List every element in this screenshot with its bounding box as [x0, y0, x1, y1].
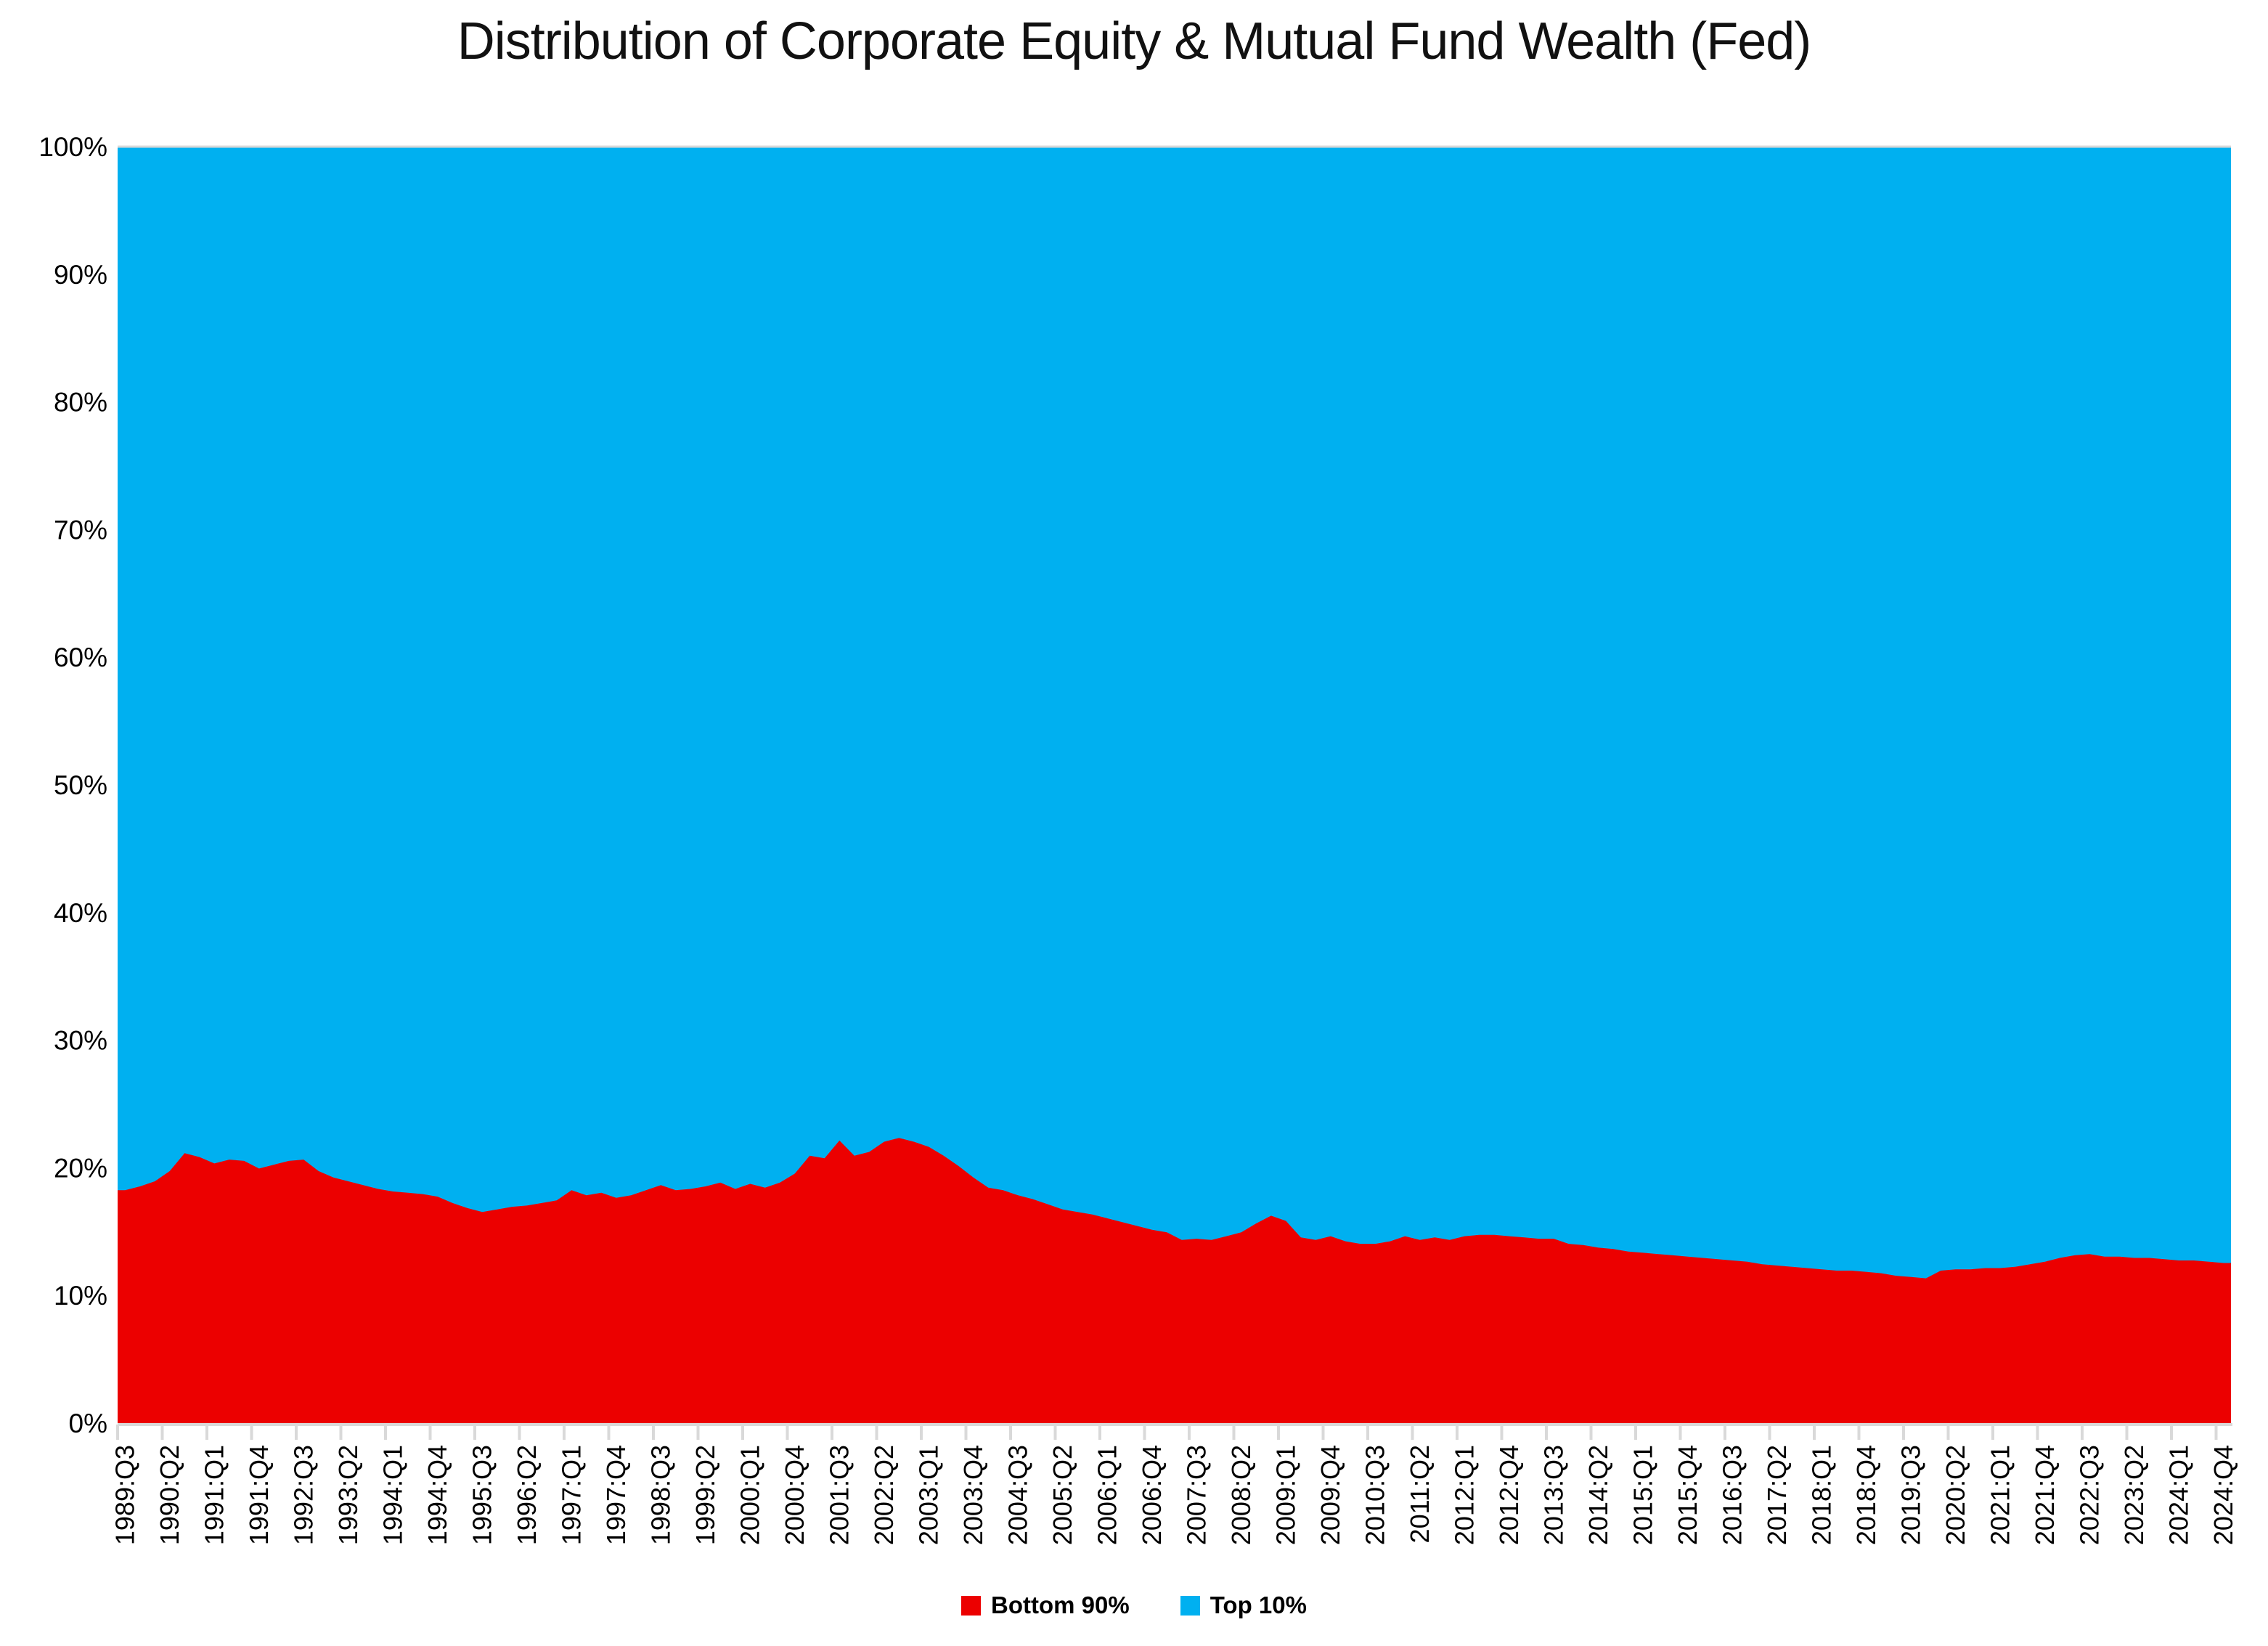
x-tick-label: 2015:Q4 [1673, 1445, 1702, 1545]
x-tick-label: 2004:Q3 [1003, 1445, 1032, 1545]
x-tick-label: 2012:Q4 [1494, 1445, 1524, 1545]
x-tick-label: 2003:Q1 [913, 1445, 943, 1545]
x-tick-label: 2022:Q3 [2074, 1445, 2104, 1545]
y-tick-label: 40% [54, 898, 107, 928]
x-tick-label: 2006:Q4 [1137, 1445, 1167, 1545]
y-tick-label: 60% [54, 643, 107, 672]
x-tick-label: 1997:Q4 [601, 1445, 631, 1545]
legend-item-top10: Top 10% [1180, 1592, 1307, 1619]
x-tick-label: 1993:Q2 [333, 1445, 363, 1545]
x-tick-label: 2012:Q1 [1449, 1445, 1479, 1545]
x-tick-label: 2011:Q2 [1405, 1445, 1435, 1543]
x-tick-label: 2014:Q2 [1583, 1445, 1613, 1545]
x-tick-label: 1994:Q4 [423, 1445, 452, 1545]
y-tick-label: 90% [54, 260, 107, 290]
x-tick-label: 2000:Q4 [780, 1445, 809, 1545]
x-tick-label: 2008:Q2 [1226, 1445, 1256, 1545]
x-tick-label: 2002:Q2 [869, 1445, 899, 1545]
y-tick-label: 30% [54, 1026, 107, 1056]
chart-title: Distribution of Corporate Equity & Mutua… [457, 12, 1812, 70]
chart-legend: Bottom 90% Top 10% [0, 1592, 2268, 1619]
y-tick-label: 100% [38, 132, 107, 162]
x-tick-label: 2019:Q3 [1896, 1445, 1925, 1545]
x-tick-label: 1991:Q1 [199, 1445, 229, 1545]
x-tick-label: 2024:Q1 [2163, 1445, 2193, 1545]
x-tick-label: 2018:Q4 [1851, 1445, 1881, 1545]
x-tick-label: 2024:Q4 [2208, 1445, 2238, 1545]
x-tick-label: 1998:Q3 [645, 1445, 675, 1545]
x-tick-label: 2005:Q2 [1048, 1445, 1077, 1545]
y-tick-label: 10% [54, 1281, 107, 1311]
x-tick-label: 2021:Q1 [1985, 1445, 2015, 1545]
legend-swatch-top10-icon [1180, 1595, 1200, 1616]
x-tick-label: 1995:Q3 [467, 1445, 497, 1545]
x-tick-label: 1991:Q4 [244, 1445, 274, 1545]
x-tick-label: 1989:Q3 [110, 1445, 139, 1545]
x-tick-label: 2017:Q2 [1762, 1445, 1792, 1545]
x-tick-label: 2009:Q1 [1270, 1445, 1300, 1545]
y-tick-label: 80% [54, 388, 107, 417]
x-tick-label: 2007:Q3 [1181, 1445, 1211, 1545]
x-tick-label: 2015:Q1 [1628, 1445, 1657, 1545]
y-tick-label: 0% [69, 1409, 107, 1438]
x-tick-label: 2018:Q1 [1806, 1445, 1836, 1545]
x-tick-label: 1992:Q3 [288, 1445, 318, 1545]
y-tick-label: 20% [54, 1153, 107, 1183]
x-tick-label: 2003:Q4 [958, 1445, 988, 1545]
x-tick-label: 2023:Q2 [2119, 1445, 2149, 1545]
x-tick-label: 2021:Q4 [2030, 1445, 2060, 1545]
x-tick-label: 2010:Q3 [1360, 1445, 1390, 1545]
x-tick-label: 2001:Q3 [824, 1445, 854, 1545]
x-tick-label: 2013:Q3 [1538, 1445, 1568, 1545]
y-tick-label: 70% [54, 515, 107, 545]
x-tick-label: 1997:Q1 [556, 1445, 586, 1545]
x-tick-label: 1990:Q2 [155, 1445, 184, 1545]
x-tick-label: 2016:Q3 [1717, 1445, 1747, 1545]
x-tick-label: 1999:Q2 [690, 1445, 720, 1545]
y-tick-label: 50% [54, 770, 107, 800]
legend-label-bottom90: Bottom 90% [991, 1592, 1130, 1618]
x-tick-label: 2000:Q1 [735, 1445, 764, 1545]
x-tick-label: 2006:Q1 [1092, 1445, 1122, 1545]
x-tick-label: 2020:Q2 [1941, 1445, 1970, 1545]
legend-label-top10: Top 10% [1210, 1592, 1307, 1618]
x-tick-label: 1996:Q2 [512, 1445, 542, 1545]
x-tick-label: 1994:Q1 [378, 1445, 407, 1545]
area-bottom90 [118, 1138, 2231, 1424]
x-tick-label: 2009:Q4 [1315, 1445, 1345, 1545]
legend-swatch-bottom90-icon [961, 1595, 982, 1616]
legend-item-bottom90: Bottom 90% [961, 1592, 1130, 1619]
